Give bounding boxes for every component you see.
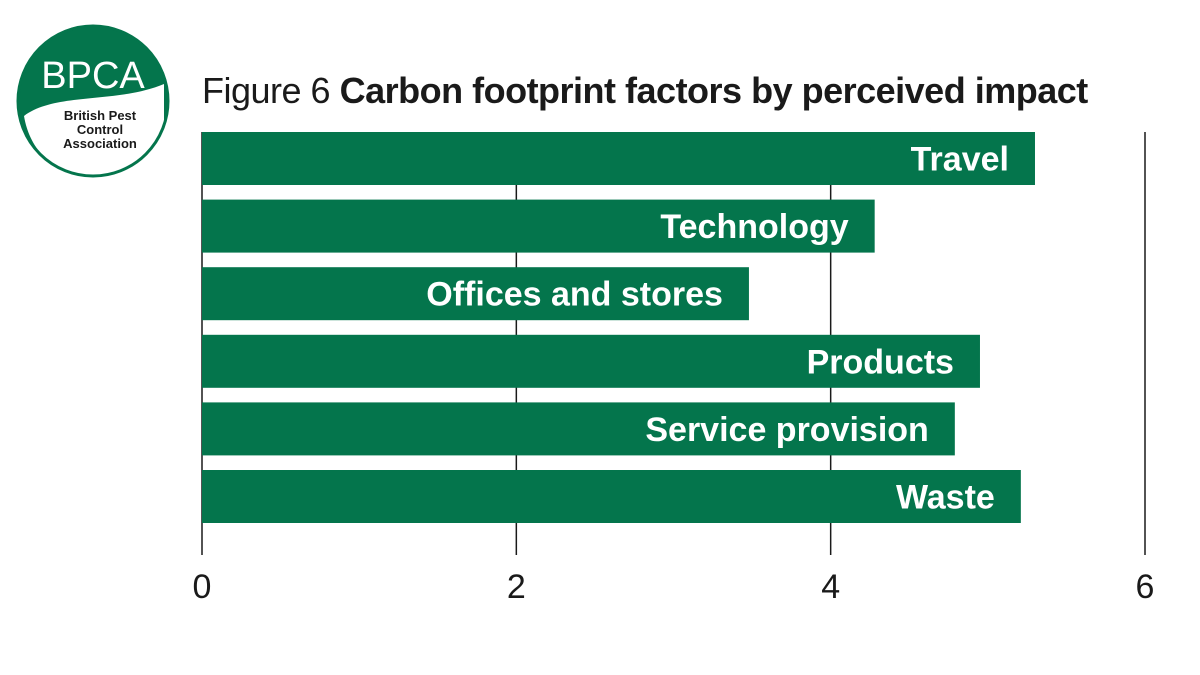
logo-line-1: British Pest — [64, 108, 137, 123]
bar-label: Offices and stores — [426, 276, 723, 314]
chart-title: Figure 6 Carbon footprint factors by per… — [202, 70, 1088, 112]
x-tick-label: 0 — [193, 568, 212, 606]
logo-line-3: Association — [63, 136, 137, 151]
chart-title-main: Carbon footprint factors by perceived im… — [339, 70, 1089, 111]
bar-label: Travel — [911, 141, 1009, 179]
chart-bars — [202, 132, 1035, 523]
bar-label: Waste — [896, 479, 995, 517]
bar — [202, 470, 1021, 523]
bar — [202, 199, 875, 253]
bar — [202, 132, 1035, 185]
bar — [202, 402, 955, 456]
chart-x-ticks: 0 2 4 6 — [193, 568, 1155, 606]
bar — [202, 334, 980, 388]
x-tick-label: 6 — [1136, 568, 1155, 606]
bar-label: Products — [807, 343, 954, 381]
chart-bar-labels: Travel Technology Offices and stores Produc… — [426, 141, 1009, 517]
x-tick-label: 4 — [821, 568, 840, 606]
logo-acronym: BPCA — [41, 55, 145, 97]
bar — [202, 267, 749, 321]
x-tick-label: 2 — [507, 568, 526, 606]
bar-label: Technology — [660, 208, 848, 246]
logo-line-2: Control — [77, 122, 123, 137]
bar-label: Service provision — [645, 411, 928, 449]
bpca-logo: BPCA British Pest Control Association — [16, 24, 170, 178]
chart-title-prefix: Figure 6 — [202, 70, 331, 111]
